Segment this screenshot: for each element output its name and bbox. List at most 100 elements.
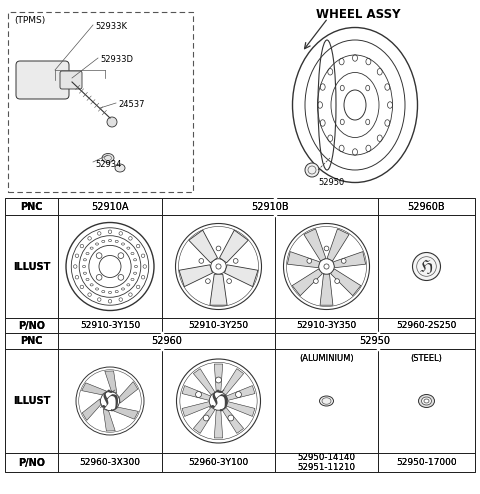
Text: 52910A: 52910A [91,202,129,211]
Text: 52910-3Y150: 52910-3Y150 [80,321,140,330]
Text: ℌ: ℌ [100,388,120,414]
Circle shape [107,117,117,127]
Circle shape [227,279,231,284]
Text: (TPMS): (TPMS) [14,16,45,25]
Text: 52950: 52950 [318,178,344,187]
Circle shape [216,377,221,383]
Text: PNC: PNC [20,336,43,346]
Text: P/NO: P/NO [18,457,45,467]
Text: PNC: PNC [20,336,43,346]
Circle shape [195,392,202,398]
Polygon shape [103,409,115,431]
Polygon shape [331,269,361,296]
Text: 52950-14140
52951-11210: 52950-14140 52951-11210 [298,453,356,472]
Polygon shape [222,369,244,395]
Circle shape [412,252,441,281]
Text: 52910-3Y350: 52910-3Y350 [296,321,357,330]
Polygon shape [193,407,215,433]
Ellipse shape [421,397,432,405]
Text: 52960B: 52960B [408,202,445,211]
Polygon shape [219,230,248,263]
Polygon shape [179,265,213,287]
Text: (STEEL): (STEEL) [410,355,443,364]
FancyBboxPatch shape [16,61,69,99]
Ellipse shape [320,396,334,406]
Circle shape [335,279,339,284]
Circle shape [313,279,318,284]
Text: 52950-17000: 52950-17000 [396,458,457,467]
Text: 52933D: 52933D [100,55,133,64]
Circle shape [216,246,221,251]
Polygon shape [214,410,223,438]
Text: ILLUST: ILLUST [13,396,50,406]
Text: 52950: 52950 [360,336,391,346]
Polygon shape [227,402,255,416]
Polygon shape [120,381,138,403]
Circle shape [199,258,204,263]
Text: (ALUMINIUM): (ALUMINIUM) [299,355,354,364]
Polygon shape [82,399,100,420]
Polygon shape [182,386,210,400]
Circle shape [305,163,319,177]
Circle shape [216,264,221,269]
Text: 52910-3Y250: 52910-3Y250 [189,321,249,330]
Polygon shape [222,407,244,433]
Text: 52933K: 52933K [95,22,127,31]
Circle shape [233,258,238,263]
Circle shape [228,415,234,421]
Polygon shape [304,229,326,261]
Polygon shape [182,402,210,416]
Circle shape [205,279,210,284]
Polygon shape [193,369,215,395]
Polygon shape [292,269,323,296]
Ellipse shape [419,395,434,408]
Polygon shape [320,274,333,305]
Circle shape [341,258,346,263]
Ellipse shape [115,164,125,172]
Polygon shape [288,251,320,268]
Bar [8,12,193,192]
Text: 52910-3Y350: 52910-3Y350 [296,321,357,330]
Text: 52910B: 52910B [251,202,289,211]
Circle shape [324,264,329,269]
Polygon shape [214,364,223,392]
Text: 24537: 24537 [118,100,144,109]
Polygon shape [334,251,366,268]
Polygon shape [189,230,217,263]
FancyBboxPatch shape [60,71,82,89]
Polygon shape [210,274,227,305]
Text: P/NO: P/NO [18,321,45,330]
Text: 52960-3X300: 52960-3X300 [80,458,141,467]
Text: 52960: 52960 [151,336,182,346]
Text: ILLUST: ILLUST [13,261,50,272]
Text: 52960B: 52960B [408,202,445,211]
Text: 52960-2S250: 52960-2S250 [396,321,456,330]
Text: 52950-17000: 52950-17000 [396,458,457,467]
Circle shape [236,392,241,398]
Polygon shape [82,383,107,395]
Text: 52934: 52934 [95,160,121,169]
Text: ILLUST: ILLUST [13,396,50,406]
Text: 52910-3Y150: 52910-3Y150 [80,321,140,330]
Polygon shape [113,407,138,419]
Polygon shape [327,229,349,261]
Ellipse shape [102,154,114,163]
Text: 52960-2S250: 52960-2S250 [396,321,456,330]
Text: P/NO: P/NO [18,457,45,467]
Text: 52950: 52950 [360,336,391,346]
Circle shape [324,246,329,251]
Polygon shape [225,265,258,287]
Text: WHEEL ASSY: WHEEL ASSY [316,8,400,21]
Text: (STEEL): (STEEL) [410,355,443,364]
Text: 52960-3Y100: 52960-3Y100 [188,458,249,467]
Circle shape [203,415,209,421]
Text: ℌ: ℌ [209,388,228,414]
Text: ℌ: ℌ [420,257,433,276]
Text: 52910A: 52910A [91,202,129,211]
Text: 52960-3Y100: 52960-3Y100 [188,458,249,467]
Circle shape [307,258,312,263]
Text: ILLUST: ILLUST [13,261,50,272]
Text: 52950-14140
52951-11210: 52950-14140 52951-11210 [298,453,356,472]
Text: 52960: 52960 [151,336,182,346]
Polygon shape [105,371,117,393]
